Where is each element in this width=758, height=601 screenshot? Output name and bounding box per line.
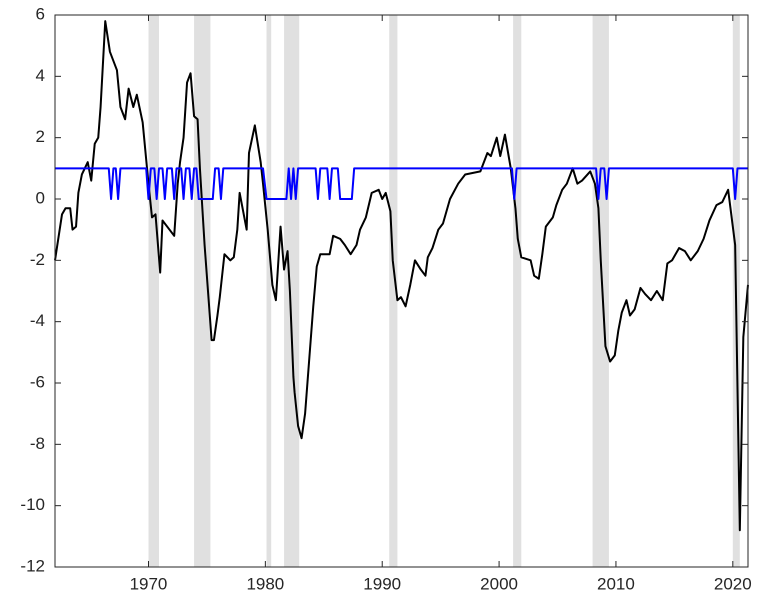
y-tick-label: -6 [30, 372, 45, 391]
x-tick-label: 2000 [480, 574, 518, 593]
y-tick-label: 6 [36, 4, 45, 23]
y-tick-label: -12 [20, 556, 45, 575]
x-tick-label: 2020 [714, 574, 752, 593]
shaded-period [513, 15, 522, 567]
shaded-period [148, 15, 160, 567]
x-tick-label: 1990 [363, 574, 401, 593]
x-tick-label: 2010 [597, 574, 635, 593]
y-tick-label: -4 [30, 311, 45, 330]
y-tick-label: 2 [36, 127, 45, 146]
y-tick-label: -8 [30, 434, 45, 453]
series-line [55, 167, 748, 200]
series-line [54, 20, 749, 532]
shaded-period [592, 15, 609, 567]
shaded-period [389, 15, 398, 567]
shaded-period [284, 15, 300, 567]
y-tick-label: -2 [30, 250, 45, 269]
x-tick-label: 1970 [130, 574, 168, 593]
shaded-period [266, 15, 272, 567]
plot-frame [54, 14, 749, 568]
y-tick-label: 4 [36, 66, 45, 85]
y-tick-label: -10 [20, 495, 45, 514]
y-tick-label: 0 [36, 188, 45, 207]
x-tick-label: 1980 [246, 574, 284, 593]
shaded-period [194, 15, 211, 567]
